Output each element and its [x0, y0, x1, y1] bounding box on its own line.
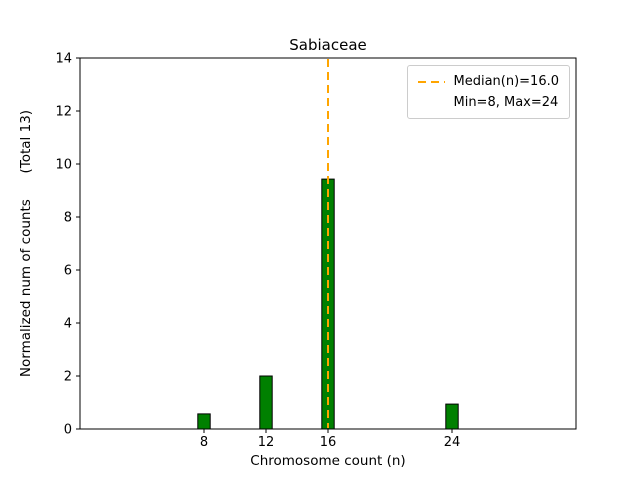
x-tick-label: 12: [258, 435, 275, 450]
legend-entry-minmax: Min=8, Max=24: [418, 92, 559, 113]
legend-label-median: Median(n)=16.0: [453, 74, 559, 89]
y-tick-label: 4: [64, 317, 72, 332]
x-tick-label: 24: [444, 435, 461, 450]
y-tick-label: 6: [64, 264, 72, 279]
y-tick-label: 14: [55, 52, 72, 67]
y-tick-label: 2: [64, 370, 72, 385]
legend-label-minmax: Min=8, Max=24: [453, 95, 559, 110]
y-tick-label: 0: [64, 423, 72, 438]
x-tick-label: 8: [200, 435, 208, 450]
y-tick-label: 12: [55, 105, 72, 120]
bar-n24: [445, 403, 459, 430]
y-tick-label: 8: [64, 211, 72, 226]
bar-n8: [197, 413, 211, 430]
x-axis-label: Chromosome count (n): [250, 453, 406, 469]
median-dashed-line-icon: [418, 80, 446, 83]
legend-empty-handle: [418, 102, 445, 104]
chart-title: Sabiaceae: [289, 36, 367, 54]
legend: Median(n)=16.0 Min=8, Max=24: [407, 65, 570, 119]
y-tick-label: 10: [55, 158, 72, 173]
x-tick-label: 16: [320, 435, 337, 450]
legend-entry-median: Median(n)=16.0: [418, 71, 559, 92]
bar-n12: [259, 375, 273, 430]
